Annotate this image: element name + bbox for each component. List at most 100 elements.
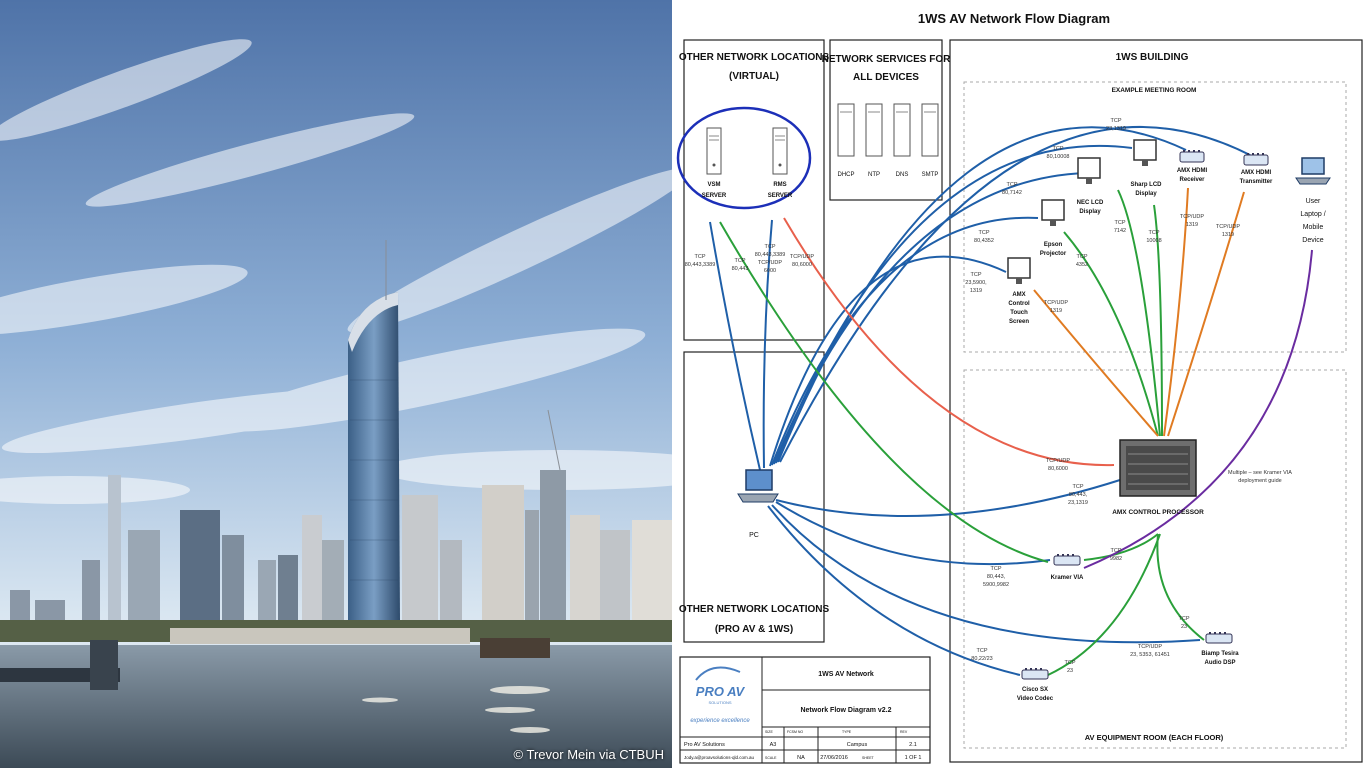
pc-label: PC — [749, 532, 759, 539]
user-laptop-label-4: Device — [1302, 237, 1324, 244]
virtual-servers-highlight — [676, 106, 812, 210]
logo-subtext: SOLUTIONS — [708, 700, 731, 705]
port-tx-proc-2: 1319 — [1222, 232, 1234, 238]
nec-lcd-icon — [1077, 157, 1101, 184]
zone-services-line1: NETWORK SERVICES FOR — [822, 54, 951, 65]
photo-credit: © Trevor Mein via CTBUH — [513, 747, 664, 762]
port-amx-hdmi-2: 23,1319 — [1106, 126, 1126, 132]
port-sharp-proc-1: TCP — [1149, 230, 1160, 236]
titleblock-fcsm-label: FCSM NO — [787, 730, 803, 734]
cisco-label-2: Video Codec — [1017, 696, 1054, 702]
port-biamp-pc-2: 23, 5353, 61451 — [1130, 652, 1170, 658]
amx-processor-label: AMX CONTROL PROCESSOR — [1112, 509, 1204, 516]
zone-other-proav — [683, 351, 825, 643]
titleblock-size: A3 — [770, 742, 777, 748]
port-proc-pc-2: 80,443, — [1069, 492, 1088, 498]
port-multiple-1: Multiple – see Kramer VIA — [1228, 470, 1292, 476]
flow-laptop-kramer — [1083, 249, 1313, 569]
title-block — [679, 656, 931, 764]
zone-building — [949, 39, 1363, 763]
epson-label-1: Epson — [1044, 242, 1063, 248]
zone-other-virtual-line1: OTHER NETWORK LOCATIONS — [679, 52, 830, 63]
port-kramer-pc-2: 80,443, — [987, 574, 1006, 580]
user-laptop-icon — [1295, 157, 1331, 185]
zone-other-proav-line1: OTHER NETWORK LOCATIONS — [679, 604, 830, 615]
port-rms-b-1: TCP/UDP — [790, 254, 814, 260]
flow-pc-biamp — [771, 504, 1201, 644]
titleblock-rev: 2.1 — [909, 742, 917, 748]
port-epson-proc-1: TCP — [1077, 254, 1088, 260]
flow-pc-processor — [775, 479, 1121, 517]
port-biamp-pc-1: TCP/UDP — [1138, 644, 1162, 650]
titleblock-size-label: SIZE — [765, 730, 773, 734]
port-rms-a-1: TCP — [765, 244, 776, 250]
services-servers-icons — [837, 103, 939, 157]
titleblock-scale: NA — [797, 755, 805, 761]
zone-other-virtual-line2: (VIRTUAL) — [729, 71, 779, 82]
amx-touch-label-1: AMX — [1012, 292, 1025, 298]
zone-building-title: 1WS BUILDING — [1116, 52, 1189, 63]
port-kramer-proc-2: 9982 — [1110, 556, 1122, 562]
titleblock-scale-label: SCALE — [765, 756, 777, 760]
port-biamp-proc-2: 23 — [1181, 624, 1187, 630]
network-flow-diagram: 1WS AV Network Flow Diagram OTHER NETWOR… — [672, 0, 1366, 768]
rms-server-label-2: SERVER — [768, 193, 793, 199]
vsm-server-icon — [706, 127, 722, 175]
flow-processor-biamp — [1156, 533, 1205, 641]
port-touch-proc-2: 1319 — [1050, 308, 1062, 314]
amx-transmitter-label-1: AMX HDMI — [1241, 170, 1272, 176]
vsm-server-label-2: SERVER — [702, 193, 727, 199]
cisco-label-1: Cisco SX — [1022, 687, 1048, 693]
service-dhcp-label: DHCP — [837, 172, 854, 178]
flow-processor-touch — [1033, 289, 1159, 437]
flow-processor-nec — [1117, 189, 1161, 437]
diagram-title: 1WS AV Network Flow Diagram — [918, 11, 1110, 26]
port-cisco-pc-2: 80,22/23 — [971, 656, 992, 662]
port-sharp-2: 80,10008 — [1047, 154, 1070, 160]
titleblock-type-label: TYPE — [842, 730, 852, 734]
port-kramer-pc-3: 5900,9982 — [983, 582, 1009, 588]
port-nec-proc-2: 7142 — [1114, 228, 1126, 234]
kramer-via-label: Kramer VIA — [1051, 575, 1084, 581]
flow-lines — [709, 125, 1313, 676]
amx-touch-label-4: Screen — [1009, 319, 1029, 325]
flow-pc-vsm — [709, 221, 761, 471]
port-kramer-proc-1: TCP — [1111, 548, 1122, 554]
port-epson-1: TCP — [979, 230, 990, 236]
port-epson-proc-2: 4352 — [1076, 262, 1088, 268]
amx-transmitter-label-2: Transmitter — [1240, 179, 1273, 185]
amx-touch-screen-icon — [1007, 257, 1031, 284]
kramer-via-icon — [1053, 554, 1081, 566]
port-nec-2: 80,7142 — [1002, 190, 1022, 196]
sharp-lcd-label-2: Display — [1135, 191, 1157, 197]
nec-lcd-label-1: NEC LCD — [1077, 200, 1104, 206]
service-dns-label: DNS — [896, 172, 909, 178]
flow-pc-rms — [762, 219, 773, 469]
titleblock-company: Pro AV Solutions — [684, 742, 725, 748]
port-multiple-2: deployment guide — [1238, 478, 1281, 484]
port-vsm-b-1: TCP — [735, 258, 746, 264]
flow-processor-epson — [1063, 231, 1159, 437]
port-rx-proc-2: 1319 — [1186, 222, 1198, 228]
flow-processor-cisco — [1047, 533, 1161, 676]
amx-receiver-label-1: AMX HDMI — [1177, 168, 1208, 174]
logo-text: PRO AV — [696, 684, 746, 699]
flow-pc-sharp — [775, 144, 1133, 464]
rms-server-icon — [772, 127, 788, 175]
biamp-label-2: Audio DSP — [1205, 660, 1236, 666]
user-laptop-label-2: Laptop / — [1300, 211, 1325, 218]
amx-receiver-label-2: Receiver — [1179, 177, 1205, 183]
skyline-illustration — [0, 0, 672, 768]
sharp-lcd-label-1: Sharp LCD — [1130, 182, 1162, 188]
zone-other-virtual — [683, 39, 825, 341]
flow-processor-tx — [1167, 191, 1245, 437]
pc-laptop-icon — [737, 469, 779, 503]
port-touch-3: 1319 — [970, 288, 982, 294]
flow-processor-rx — [1163, 187, 1189, 437]
flow-pc-cisco — [767, 505, 1021, 676]
skyline-photo: © Trevor Mein via CTBUH — [0, 0, 672, 768]
proav-logo: PRO AV SOLUTIONS experience excellence — [690, 666, 750, 724]
flow-kramer-vsm — [719, 221, 1049, 563]
zone-equipment-room-title: AV EQUIPMENT ROOM (EACH FLOOR) — [1085, 733, 1224, 742]
port-rms-a-2: 80,443,3389 — [755, 252, 786, 258]
